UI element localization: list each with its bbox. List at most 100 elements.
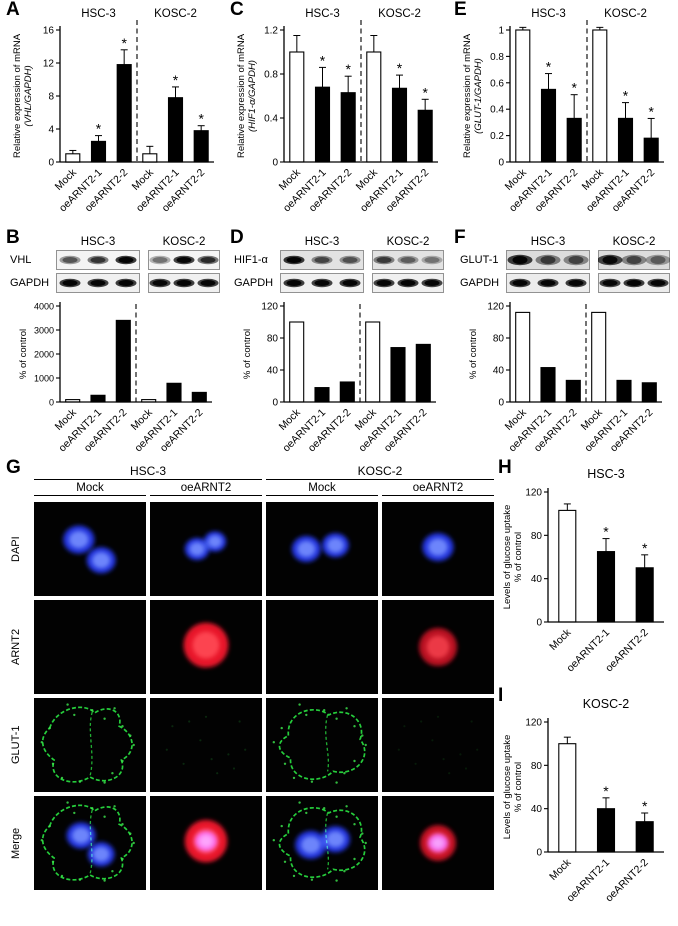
significance-asterisk: * — [96, 121, 102, 137]
glut1-speckle — [436, 715, 440, 718]
bar — [167, 97, 184, 163]
y-axis-label-2: (HIF1-α/GAPDH) — [247, 60, 258, 132]
glut1-speckle — [244, 748, 247, 751]
glut1-speckle — [476, 748, 479, 751]
glut1-speckle — [227, 753, 230, 756]
bar — [635, 821, 654, 853]
bar — [115, 319, 131, 403]
y-axis-label-2: (VHL/GAPDH) — [23, 65, 34, 126]
protein-band — [645, 254, 670, 266]
y-tick-label: 120 — [525, 488, 542, 499]
panel-I: I KOSC-2 * * 0 40 80 120 Levels of glucose upta… — [496, 685, 676, 924]
protein-label: GAPDH — [234, 277, 274, 289]
significance-asterisk: * — [642, 540, 648, 556]
panel-A: A HSC-3 KOSC-2 * * * * 0 4 8 12 16 Relative express… — [4, 0, 224, 232]
y-tick-label: 120 — [487, 302, 504, 313]
chart-glucose-uptake-kosc2: KOSC-2 * * 0 40 80 120 Levels of glucose uptake… — [498, 692, 674, 916]
significance-asterisk: * — [603, 783, 609, 799]
y-tick-label: 0 — [536, 618, 542, 629]
glut1-speckle — [199, 739, 202, 742]
y-tick-label: 80 — [531, 531, 543, 542]
chart-title: HSC-3 — [587, 467, 625, 481]
bar — [417, 109, 433, 163]
microscopy-image — [382, 502, 494, 596]
protein-label: GAPDH — [460, 277, 500, 289]
y-tick-label: 0.4 — [264, 114, 278, 125]
panel-B: B HSC-3 KOSC-2 VHL GAPDH 0 1000 2000 3000 4000%… — [4, 227, 224, 462]
chart-svg-I: KOSC-2 * * 0 40 80 120 Levels of glucose uptake… — [502, 697, 664, 904]
microscopy-image — [150, 502, 262, 596]
bar — [65, 153, 81, 163]
blot-row: HIF1-α — [234, 250, 446, 270]
chart-svg-A: HSC-3 KOSC-2 * * * * 0 4 8 12 16 Relative expressio… — [12, 8, 214, 214]
x-category-label: Mock — [547, 856, 574, 883]
y-axis-label: % of control — [468, 329, 479, 379]
bar — [90, 140, 107, 163]
microscopy-image — [382, 796, 494, 890]
protein-band — [59, 255, 81, 265]
blot-box — [148, 273, 220, 293]
microscopy-image — [266, 502, 378, 596]
bar — [340, 92, 356, 163]
panel-letter-E: E — [454, 0, 467, 20]
y-tick-label: 1.2 — [264, 26, 278, 37]
bar — [641, 382, 657, 403]
y-tick-label: 40 — [267, 366, 279, 377]
glut1-speckle — [188, 720, 191, 723]
y-tick-label: 40 — [493, 366, 505, 377]
significance-asterisk: * — [571, 80, 577, 96]
group-label: KOSC-2 — [154, 8, 197, 20]
y-tick-label: 2000 — [34, 350, 54, 360]
chart-hif1a-protein: 0 40 80 120% of control Mock oeARNT2-1 oeARNT2… — [234, 298, 446, 458]
chart-vhl-mrna: HSC-3 KOSC-2 * * * * 0 4 8 12 16 Relative expressio… — [8, 4, 222, 230]
y-tick-label: 120 — [525, 718, 542, 729]
blot-box — [372, 250, 444, 270]
panel-D: D HSC-3 KOSC-2 HIF1-α GAPDH 0 40 80 120 % of co… — [228, 227, 448, 462]
y-axis-label: % of control — [242, 329, 253, 379]
panel-letter-A: A — [6, 0, 20, 20]
microscopy-image — [382, 600, 494, 694]
blot-box — [56, 273, 140, 293]
significance-asterisk: * — [121, 35, 127, 51]
glut1-speckle — [171, 725, 174, 728]
y-axis-label: Levels of glucose uptake — [502, 505, 513, 610]
bar — [142, 153, 158, 163]
blot-header: HSC-3 KOSC-2 — [460, 234, 672, 249]
glut1-speckle — [442, 758, 445, 761]
y-tick-label: 40 — [531, 574, 543, 585]
glut1-membrane — [41, 706, 133, 783]
y-tick-label: 0.6 — [490, 78, 504, 89]
y-tick-label: 0 — [536, 848, 542, 859]
glut1-membrane — [278, 708, 366, 781]
chart-svg-H: HSC-3 * * 0 40 80 120 Levels of glucose uptake%… — [502, 467, 664, 674]
panel-E: E HSC-3 KOSC-2 * * * * 0 0.2 0.4 0.6 0.8 1 Relative … — [452, 0, 676, 232]
blot-box — [148, 250, 220, 270]
microscopy-row-label: DAPI — [10, 536, 22, 562]
y-tick-label: 80 — [531, 761, 543, 772]
y-axis-label: Relative expression of mRNA — [236, 33, 247, 158]
bar — [643, 137, 659, 163]
cell-line-label: HSC-3 — [304, 235, 340, 248]
bar — [566, 117, 582, 163]
chart-glut1-protein: 0 40 80 120% of control Mock oeARNT2-1 oeARNT2… — [460, 298, 672, 458]
significance-asterisk: * — [623, 88, 629, 104]
glut1-speckle — [182, 762, 185, 765]
y-tick-label: 1000 — [34, 374, 54, 384]
y-axis-label-2: % of control — [513, 762, 524, 812]
bar — [596, 551, 616, 623]
glut1-speckle — [420, 720, 423, 723]
y-axis-label-2: (GLUT-1/GAPDH) — [473, 58, 484, 134]
glut1-speckle — [464, 767, 468, 770]
bar — [289, 51, 305, 163]
chart-svg-E: HSC-3 KOSC-2 * * * * 0 0.2 0.4 0.6 0.8 1 Relative ex… — [462, 8, 664, 214]
bar — [540, 367, 556, 403]
panel-letter-G: G — [6, 457, 21, 478]
y-tick-label: 80 — [267, 334, 279, 345]
chart-hif1a-mrna: HSC-3 KOSC-2 * * * * 0 0.4 0.8 1.2 Relative expres… — [232, 4, 446, 230]
panel-letter-D: D — [230, 227, 244, 248]
blot-box — [598, 250, 670, 270]
microscopy-image — [150, 796, 262, 890]
glut1-membrane — [41, 804, 133, 881]
